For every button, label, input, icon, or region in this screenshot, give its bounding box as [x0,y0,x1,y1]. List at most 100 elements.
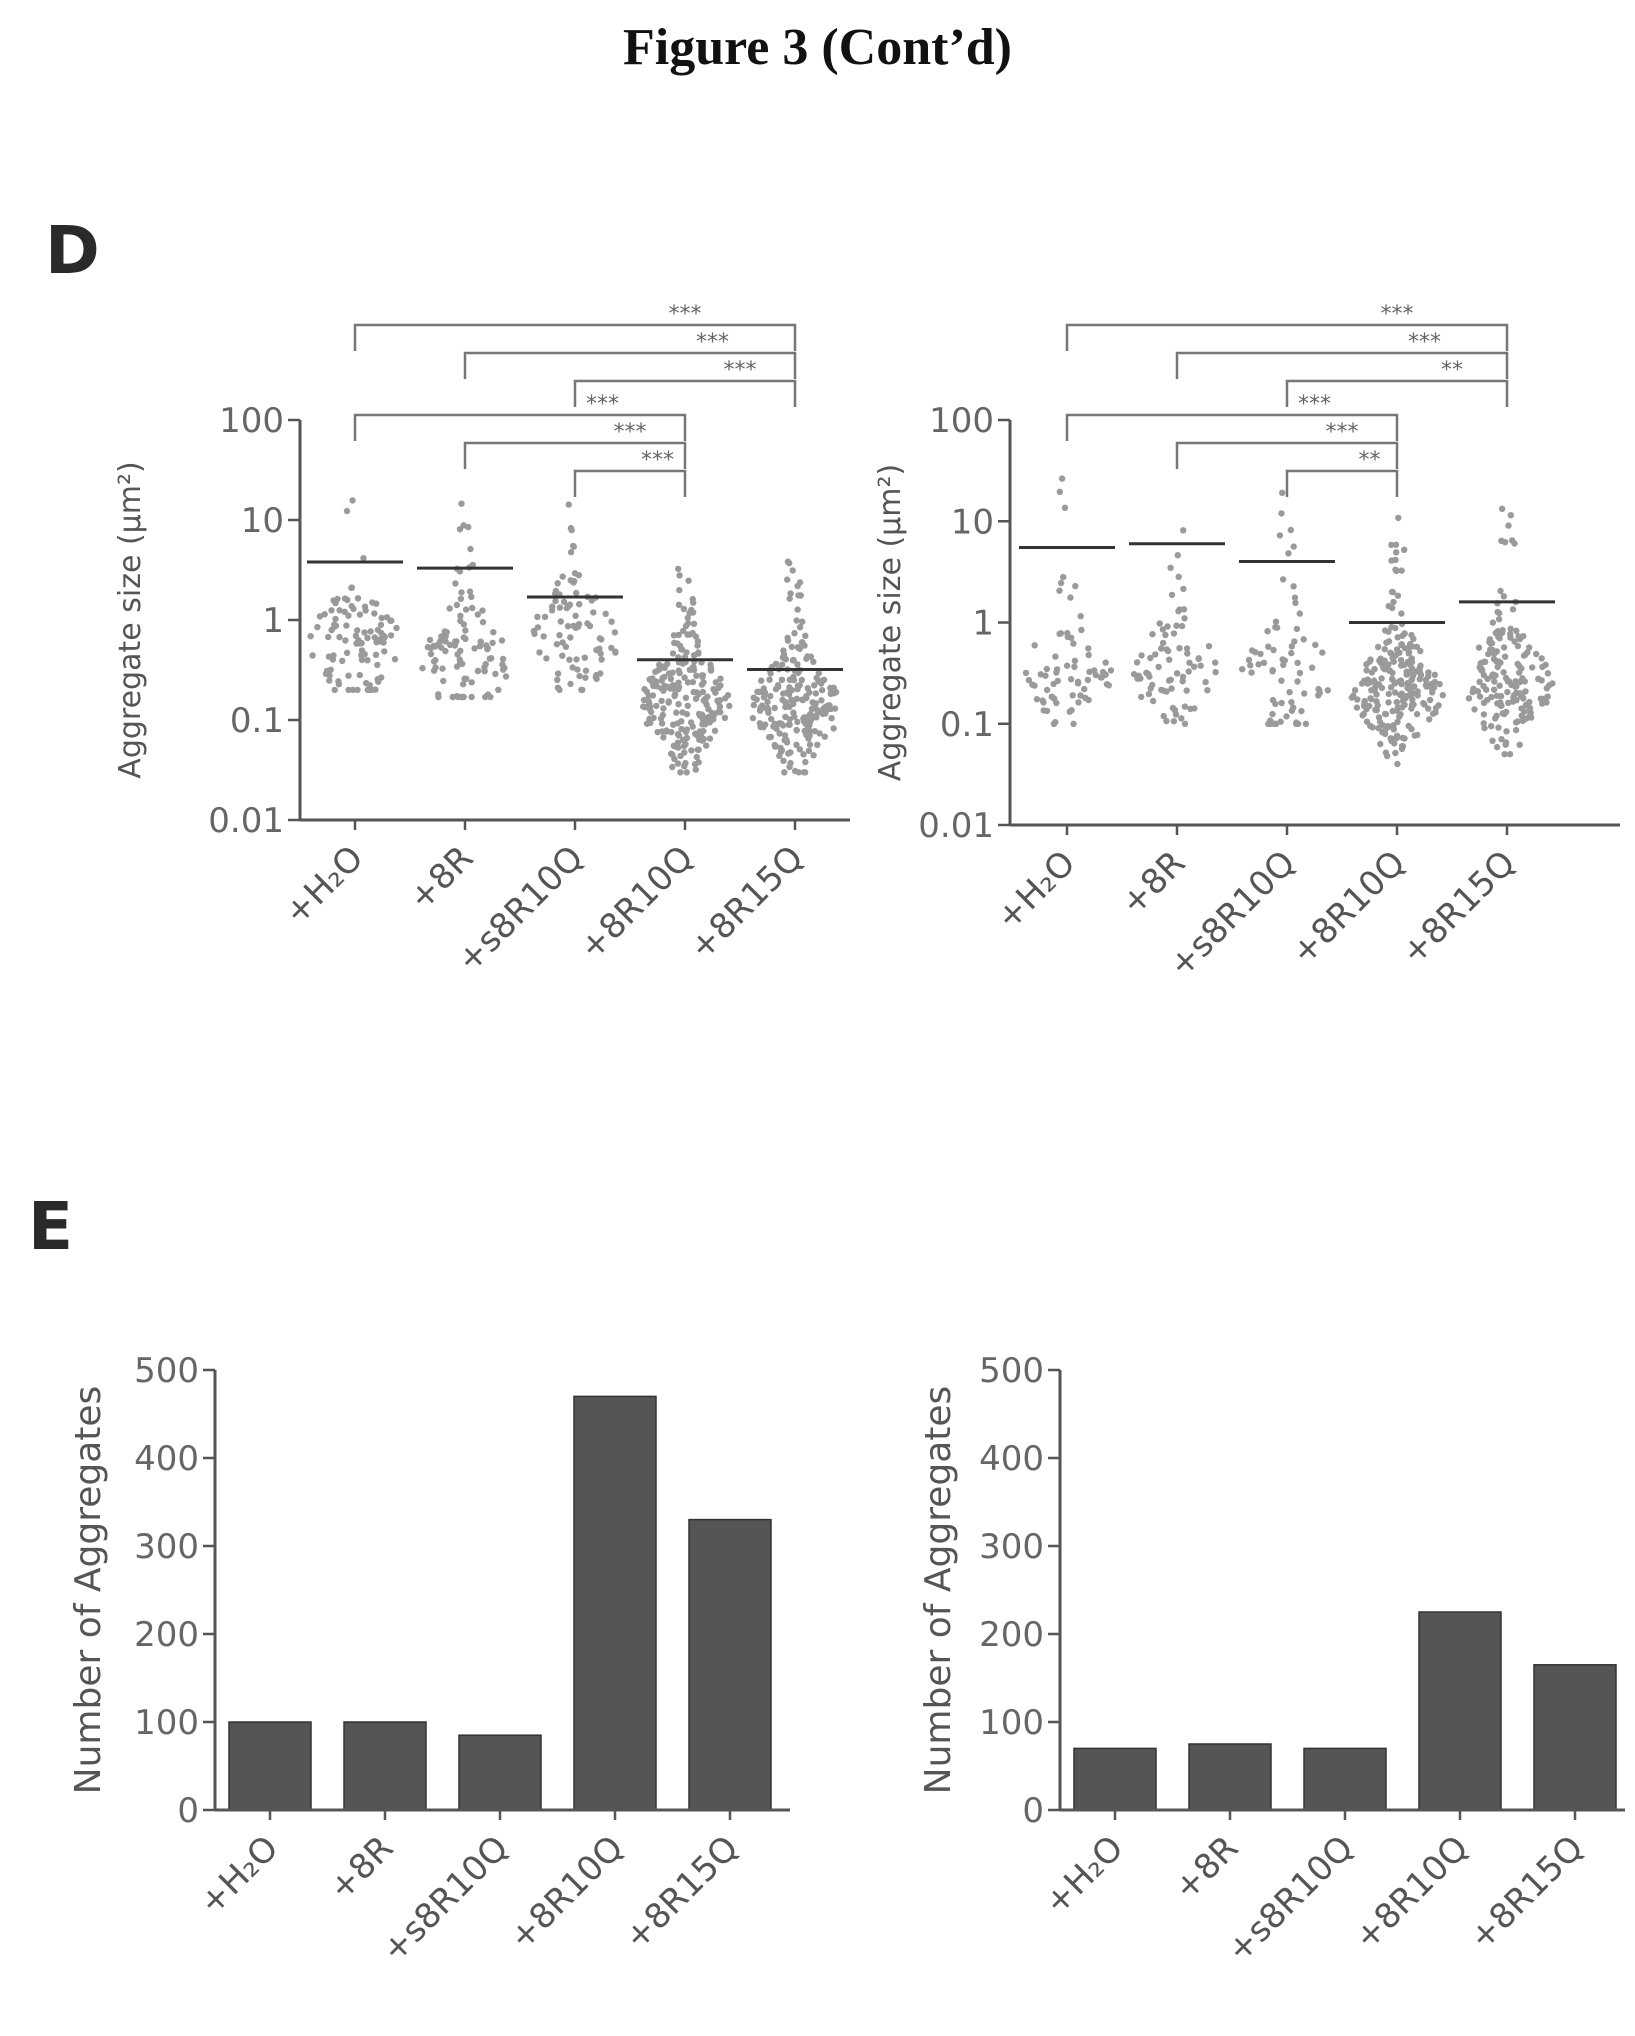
data-point [373,639,380,646]
data-point [1294,678,1301,685]
data-point [1539,663,1546,671]
data-point [1390,658,1397,665]
data-point [688,747,695,754]
panel-label-d: D [45,212,100,289]
data-point [1181,615,1188,622]
data-point [693,732,701,739]
data-point [1485,650,1492,658]
data-point [1389,604,1396,612]
data-point [554,676,561,683]
bar [458,1734,542,1811]
data-point [354,627,361,634]
significance-label: *** [1326,420,1359,445]
data-point [1312,641,1319,649]
data-point [1084,676,1092,684]
data-point [1074,680,1082,687]
data-point [1178,622,1186,630]
data-point [753,696,760,703]
data-point [474,667,482,675]
x-category-label: +H₂O [276,838,371,933]
significance-bracket: *** [353,302,797,351]
data-point [692,766,699,773]
data-point [1300,636,1307,643]
y-tick-label: 500 [979,1351,1044,1391]
data-point [1388,557,1395,564]
data-point [664,660,671,667]
data-point [1389,669,1396,677]
data-point [1175,573,1182,580]
data-point [674,760,682,767]
data-point [1043,665,1050,673]
data-point [1043,686,1051,694]
data-point [1513,689,1520,697]
data-point [1156,620,1163,627]
data-point [559,573,566,580]
data-point [1279,576,1287,583]
data-point [812,690,819,697]
data-point [562,643,570,650]
data-point [559,652,566,659]
data-point [790,673,797,681]
data-point [1495,724,1502,731]
data-point [804,723,812,730]
data-point [685,577,692,584]
data-point [349,497,356,504]
data-point [1184,650,1191,657]
data-point [646,700,653,707]
data-point [675,701,682,708]
data-point [1417,647,1424,655]
x-category-label: +8R [401,838,481,918]
data-point [1288,643,1295,650]
significance-label: *** [696,330,729,355]
data-point [1385,699,1392,706]
data-point [1281,657,1288,664]
data-point [1279,489,1286,496]
data-point [712,679,719,686]
data-point [1436,680,1443,688]
data-point [1381,646,1388,653]
data-point [660,705,667,712]
data-point [556,632,563,639]
data-point [1385,661,1392,668]
data-point [665,698,672,705]
significance-bracket: *** [1175,420,1399,469]
data-point [669,682,677,689]
data-point [807,710,814,718]
data-point [693,672,700,679]
data-point [1414,688,1421,695]
data-point [1384,723,1392,730]
data-point [793,617,800,624]
significance-bracket: ** [1285,448,1399,497]
significance-bracket: *** [463,330,797,379]
data-point [341,608,348,615]
data-point [1520,695,1527,702]
data-point [1278,510,1285,517]
data-point [1431,671,1438,678]
data-point [1526,704,1534,712]
data-point [1432,709,1439,716]
data-point [452,580,459,587]
data-point [1495,658,1502,665]
data-point [1056,630,1063,638]
data-point [677,769,684,776]
data-point [640,696,648,704]
data-point [828,715,835,722]
data-point [569,664,576,671]
data-point [489,639,496,647]
data-point [689,629,696,637]
data-point [1500,593,1507,600]
data-point [1270,646,1277,654]
data-point [552,587,560,595]
data-point [1389,707,1396,715]
data-point [765,709,772,716]
data-point [1371,684,1379,691]
data-point [469,604,476,612]
data-point [1286,689,1293,696]
data-point [658,697,665,705]
data-point [703,701,710,708]
data-point [1505,522,1512,529]
data-point [534,624,542,631]
data-point [1033,696,1041,703]
data-point [1520,633,1527,640]
